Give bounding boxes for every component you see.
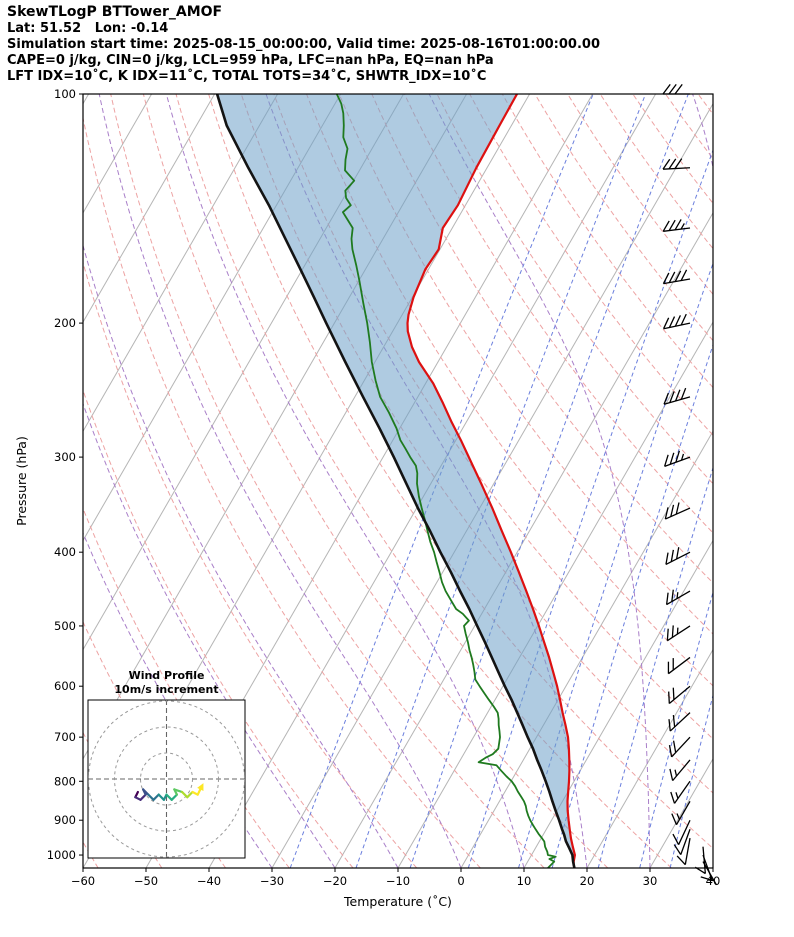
pressure-tick-label: 300 <box>54 450 76 464</box>
parcel-curve <box>215 94 576 868</box>
temperature-tick-label: 0 <box>457 874 464 888</box>
temperature-tick-label: 30 <box>643 874 658 888</box>
y-axis-label: Pressure (hPa) <box>14 436 29 526</box>
pressure-tick-label: 500 <box>54 619 76 633</box>
hodograph-speed-ring <box>114 726 219 832</box>
temperature-tick-label: 10 <box>517 874 532 888</box>
indices-line-1: CAPE=0 j/kg, CIN=0 j/kg, LCL=959 hPa, LF… <box>7 53 494 68</box>
dewpoint-curve <box>335 94 557 868</box>
pressure-tick-label: 1000 <box>47 848 76 862</box>
pressure-tick-label: 600 <box>54 679 76 693</box>
wind-barb-column <box>662 84 718 886</box>
temperature-tick-label: 20 <box>580 874 595 888</box>
temperature-curve <box>406 94 576 868</box>
pressure-tick-label: 200 <box>54 316 76 330</box>
hodograph-title-line1: Wind Profile <box>129 669 205 682</box>
temperature-tick-label: −60 <box>71 874 95 888</box>
temperature-tick-label: −20 <box>323 874 347 888</box>
temperature-tick-label: −10 <box>386 874 410 888</box>
figure-title: SkewTLogP BTTower_AMOF <box>7 4 223 20</box>
pressure-tick-label: 100 <box>54 87 76 101</box>
temperature-tick-label: −50 <box>134 874 158 888</box>
parcel-environment-shading <box>217 94 575 868</box>
hodograph <box>88 700 245 858</box>
hodograph-end-arrow <box>197 783 204 791</box>
hodograph-speed-ring <box>88 700 245 858</box>
location-line: Lat: 51.52 Lon: -0.14 <box>7 21 169 36</box>
temperature-tick-label: −30 <box>260 874 284 888</box>
pressure-tick-label: 700 <box>54 730 76 744</box>
times-line: Simulation start time: 2025-08-15_00:00:… <box>7 37 600 52</box>
pressure-tick-label: 900 <box>54 813 76 827</box>
temperature-tick-label: −40 <box>197 874 221 888</box>
x-axis-label: Temperature (˚C) <box>343 894 452 909</box>
pressure-tick-label: 800 <box>54 774 76 788</box>
pressure-tick-label: 400 <box>54 545 76 559</box>
indices-line-2: LFT IDX=10˚C, K IDX=11˚C, TOTAL TOTS=34˚… <box>7 69 487 84</box>
hodograph-speed-ring <box>140 752 193 806</box>
hodograph-title-line2: 10m/s increment <box>114 683 218 696</box>
